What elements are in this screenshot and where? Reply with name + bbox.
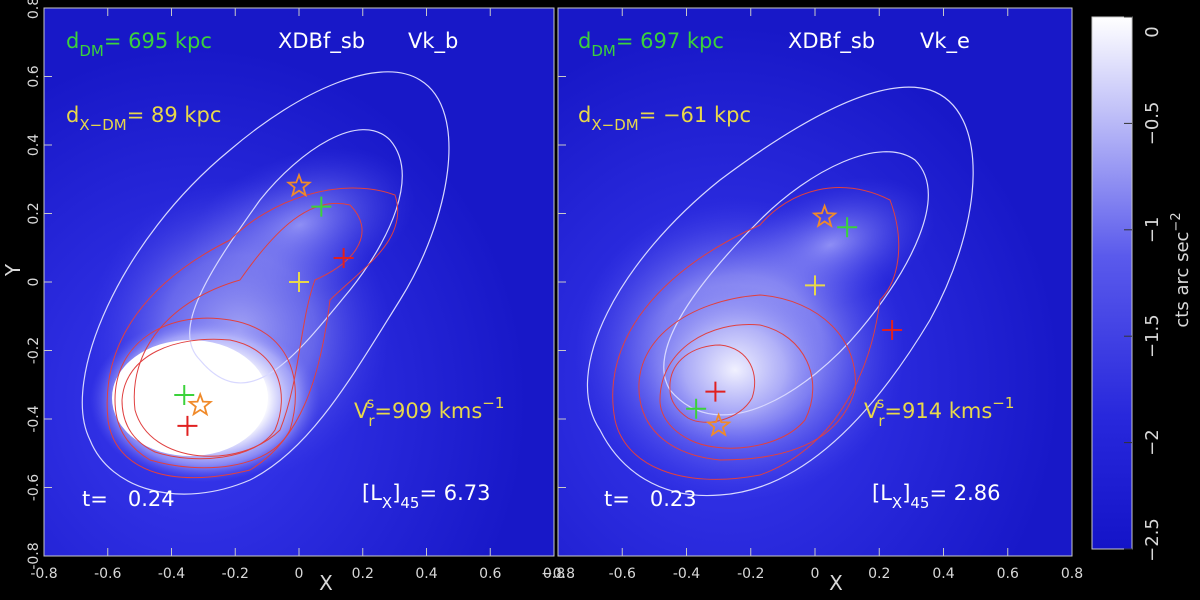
right-marker-star-6 bbox=[705, 412, 732, 437]
colorbar: 0 −0.5 −1 −1.5 −2 −2.5 cts arc sec−2 bbox=[1091, 16, 1193, 562]
right-x-tick-label: -0.4 bbox=[673, 566, 700, 582]
left-inner-white-contour bbox=[189, 129, 403, 384]
left-marker-plus-4 bbox=[174, 385, 195, 406]
colorbar-gradient bbox=[1091, 16, 1133, 550]
left-red-contour-1 bbox=[106, 187, 399, 479]
colorbar-tick-label: −2.5 bbox=[1142, 518, 1163, 562]
right-time-annotation: t= 0.23 bbox=[604, 487, 697, 511]
right-d-dm-annotation: dDM= 697 kpc bbox=[578, 29, 724, 60]
left-x-tick-label: 0 bbox=[295, 566, 304, 582]
left-run-label: XDBf_sb bbox=[278, 29, 365, 54]
left-y-ticks: -0.8 -0.6 -0.4 -0.2 0 0.2 0.4 0.6 0.8 bbox=[26, 0, 52, 570]
left-x-tick-label: 0.2 bbox=[352, 566, 374, 582]
left-d-dm-annotation: dDM= 695 kpc bbox=[66, 29, 212, 60]
left-x-tick-label: -0.8 bbox=[30, 566, 57, 582]
left-marker-plus-3 bbox=[289, 272, 309, 292]
left-y-tick-label: 0.2 bbox=[26, 202, 42, 224]
left-red-contour-2 bbox=[133, 202, 363, 457]
left-panel: -0.8 -0.6 -0.4 -0.2 0 0.2 0.4 0.6 0.8 -0.8-0.6-0… bbox=[1, 0, 565, 595]
right-marker-plus-3 bbox=[882, 319, 903, 340]
colorbar-tick-label: 0 bbox=[1142, 26, 1163, 37]
left-marker-plus-1 bbox=[311, 196, 332, 217]
right-red-contour-4 bbox=[669, 344, 756, 423]
left-emission-map bbox=[81, 71, 450, 495]
left-x-axis-label: X bbox=[319, 571, 333, 595]
left-red-contour-3 bbox=[114, 317, 296, 469]
left-outer-white-contour bbox=[81, 71, 450, 495]
right-marker-plus-2 bbox=[805, 275, 825, 296]
left-markers bbox=[174, 172, 354, 436]
colorbar-tick-label: −2 bbox=[1142, 429, 1163, 456]
left-x-tick-label: -0.6 bbox=[94, 566, 121, 582]
colorbar-tick-label: −1 bbox=[1142, 217, 1163, 244]
left-marker-star-5 bbox=[187, 391, 214, 417]
left-y-tick-label: 0.6 bbox=[26, 65, 42, 87]
left-x-tick-label: 0.8 bbox=[543, 566, 565, 582]
left-model-label: Vk_b bbox=[408, 29, 458, 54]
right-x-tick-label: 0.2 bbox=[868, 566, 890, 582]
colorbar-tick-label: −1.5 bbox=[1142, 314, 1163, 358]
left-y-tick-label: -0.4 bbox=[26, 405, 42, 432]
right-markers bbox=[686, 203, 903, 437]
right-x-tick-label: 0 bbox=[811, 566, 820, 582]
left-x-tick-label: -0.4 bbox=[158, 566, 185, 582]
right-panel: −0.8 -0.6 -0.4 -0.2 0 0.2 0.4 0.6 0.8 dDM= 697 k… bbox=[541, 7, 1083, 595]
right-marker-star-0 bbox=[811, 203, 838, 228]
left-x-ticks: -0.8 -0.6 -0.4 -0.2 0 0.2 0.4 0.6 0.8 bbox=[30, 8, 565, 582]
left-y-tick-label: 0.8 bbox=[26, 0, 42, 19]
right-marker-plus-5 bbox=[686, 398, 707, 419]
right-x-ticks: −0.8 -0.6 -0.4 -0.2 0 0.2 0.4 0.6 0.8 bbox=[541, 7, 1083, 582]
right-marker-plus-1 bbox=[837, 217, 858, 238]
left-x-tick-label: 0.6 bbox=[479, 566, 501, 582]
left-y-tick-label: 0 bbox=[26, 278, 42, 287]
right-x-tick-label: 0.4 bbox=[932, 566, 954, 582]
right-x-tick-label: -0.2 bbox=[737, 566, 764, 582]
left-y-tick-label: -0.2 bbox=[26, 337, 42, 364]
left-y-tick-label: -0.6 bbox=[26, 474, 42, 501]
right-x-tick-label: −0.8 bbox=[541, 566, 575, 582]
right-inner-white-contour bbox=[663, 151, 929, 416]
right-marker-plus-4 bbox=[705, 381, 726, 402]
left-time-annotation: t= 0.24 bbox=[82, 487, 175, 511]
right-lx-annotation: [LX]45= 2.86 bbox=[872, 481, 1001, 512]
right-red-contour-3 bbox=[659, 323, 814, 449]
left-vr-annotation: Vrs=909 kms−1 bbox=[354, 394, 504, 430]
right-x-tick-label: -0.6 bbox=[609, 566, 636, 582]
colorbar-ticks: 0 −0.5 −1 −1.5 −2 −2.5 bbox=[1124, 16, 1163, 562]
right-vr-annotation: Vrs=914 kms−1 bbox=[864, 394, 1014, 430]
colorbar-label: cts arc sec−2 bbox=[1169, 212, 1193, 327]
right-red-contour-2 bbox=[638, 294, 856, 461]
right-d-xdm-annotation: dX−DM= −61 kpc bbox=[578, 103, 751, 134]
right-run-label: XDBf_sb bbox=[788, 29, 875, 54]
right-x-tick-label: 0.6 bbox=[997, 566, 1019, 582]
left-d-xdm-annotation: dX−DM= 89 kpc bbox=[66, 103, 221, 134]
left-marker-star-0 bbox=[286, 172, 312, 198]
colorbar-tick-label: −0.5 bbox=[1142, 102, 1163, 146]
left-y-axis-label: Y bbox=[1, 263, 25, 277]
right-x-tick-label: 0.8 bbox=[1061, 566, 1083, 582]
left-marker-plus-6 bbox=[177, 415, 198, 436]
left-y-tick-label: 0.4 bbox=[26, 134, 42, 156]
right-x-axis-label: X bbox=[829, 571, 843, 595]
right-emission-map bbox=[575, 86, 974, 500]
right-outer-white-contour bbox=[586, 86, 974, 497]
right-model-label: Vk_e bbox=[920, 29, 970, 54]
left-marker-plus-2 bbox=[333, 248, 354, 269]
right-red-contour-1 bbox=[612, 187, 900, 480]
left-x-tick-label: 0.4 bbox=[415, 566, 437, 582]
left-red-contour-4 bbox=[121, 338, 282, 460]
left-lx-annotation: [LX]45= 6.73 bbox=[362, 481, 491, 512]
left-x-tick-label: -0.2 bbox=[222, 566, 249, 582]
left-y-tick-label: -0.8 bbox=[26, 542, 42, 569]
